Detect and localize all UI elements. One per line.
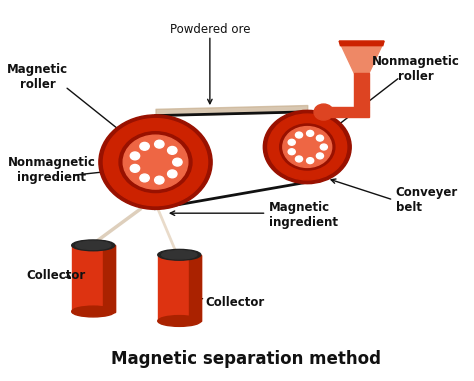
Circle shape (283, 126, 332, 167)
Circle shape (99, 115, 212, 210)
Circle shape (119, 132, 192, 192)
Circle shape (140, 174, 149, 182)
Text: Magnetic separation method: Magnetic separation method (111, 350, 381, 368)
Circle shape (280, 124, 335, 170)
Circle shape (130, 152, 140, 160)
Polygon shape (339, 41, 384, 73)
Circle shape (288, 139, 295, 145)
Bar (72, 245, 115, 312)
Text: Magnetic
roller: Magnetic roller (7, 63, 68, 91)
Bar (189, 255, 201, 321)
Ellipse shape (158, 250, 201, 260)
Bar (103, 245, 115, 312)
Bar (317, 112, 328, 115)
Circle shape (123, 135, 188, 189)
Circle shape (317, 153, 323, 159)
Ellipse shape (75, 241, 111, 250)
Bar (158, 255, 201, 321)
Text: Powdered ore: Powdered ore (170, 23, 250, 36)
Circle shape (168, 146, 177, 154)
Circle shape (130, 165, 140, 172)
Text: Nonmagnetic
ingredient: Nonmagnetic ingredient (8, 156, 95, 184)
Text: Collector: Collector (27, 269, 86, 282)
Bar (354, 73, 369, 107)
Text: Nonmagnetic
roller: Nonmagnetic roller (372, 56, 460, 83)
Circle shape (307, 130, 314, 136)
Circle shape (155, 140, 164, 148)
Circle shape (288, 149, 295, 155)
Circle shape (320, 144, 328, 150)
Circle shape (295, 132, 302, 138)
Circle shape (140, 142, 149, 150)
Circle shape (264, 110, 351, 184)
Circle shape (168, 170, 177, 178)
Circle shape (155, 176, 164, 184)
Circle shape (103, 118, 208, 206)
Polygon shape (339, 41, 384, 46)
Ellipse shape (158, 315, 201, 327)
Circle shape (173, 158, 182, 166)
Text: Collector: Collector (205, 296, 264, 309)
Circle shape (317, 135, 323, 141)
Bar (319, 107, 369, 117)
Text: Conveyer
belt: Conveyer belt (396, 186, 458, 214)
Circle shape (268, 114, 346, 180)
Circle shape (295, 156, 302, 162)
Ellipse shape (162, 251, 197, 259)
Text: Magnetic
ingredient: Magnetic ingredient (269, 201, 338, 229)
Ellipse shape (72, 240, 115, 251)
Circle shape (307, 158, 314, 163)
Ellipse shape (72, 306, 115, 317)
Circle shape (314, 104, 333, 120)
